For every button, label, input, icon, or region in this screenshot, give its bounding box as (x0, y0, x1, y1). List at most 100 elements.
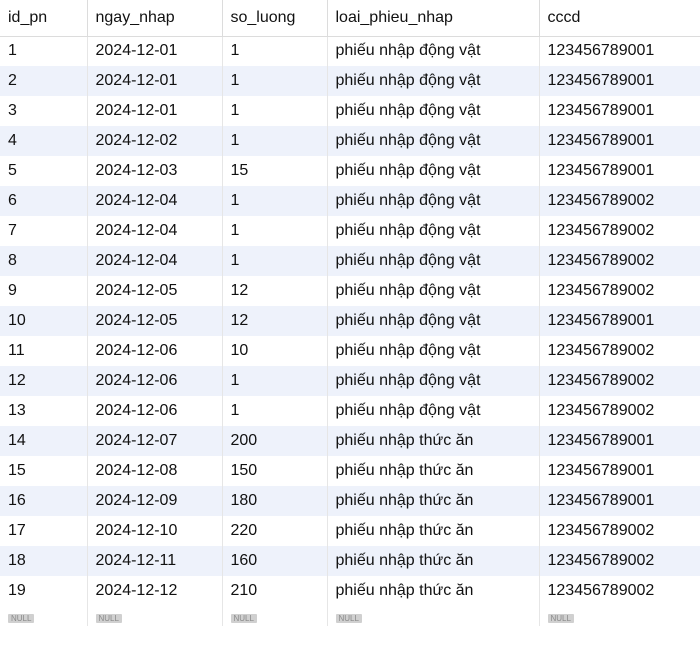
cell-loai-phieu-nhap[interactable]: phiếu nhập động vật (327, 126, 540, 156)
table-row[interactable]: 17 2024-12-10 220 phiếu nhập thức ăn 1234567… (0, 516, 700, 546)
cell-ngay-nhap[interactable]: 2024-12-07 (87, 426, 223, 456)
cell-loai-phieu-nhap[interactable]: phiếu nhập động vật (327, 366, 540, 396)
table-row[interactable]: 9 2024-12-05 12 phiếu nhập động vật 12345678… (0, 276, 700, 306)
cell-cccd[interactable]: 123456789002 (539, 516, 700, 546)
cell-loai-phieu-nhap[interactable]: phiếu nhập động vật (327, 66, 540, 96)
cell-so-luong[interactable]: 150 (222, 456, 328, 486)
cell-so-luong[interactable]: 1 (222, 366, 328, 396)
cell-id-pn[interactable]: 14 (0, 426, 88, 456)
cell-so-luong[interactable]: 1 (222, 96, 328, 126)
column-header-cccd[interactable]: cccd (539, 0, 700, 37)
table-row[interactable]: 10 2024-12-05 12 phiếu nhập động vật 1234567… (0, 306, 700, 336)
table-row[interactable]: 16 2024-12-09 180 phiếu nhập thức ăn 1234567… (0, 486, 700, 516)
cell-loai-phieu-nhap[interactable]: phiếu nhập động vật (327, 216, 540, 246)
cell-loai-phieu-nhap[interactable]: phiếu nhập động vật (327, 306, 540, 336)
cell-id-pn[interactable]: 10 (0, 306, 88, 336)
cell-loai-phieu-nhap[interactable]: phiếu nhập động vật (327, 396, 540, 426)
cell-cccd[interactable]: 123456789001 (539, 426, 700, 456)
cell-so-luong[interactable]: 1 (222, 66, 328, 96)
cell-ngay-nhap[interactable]: 2024-12-01 (87, 36, 223, 66)
cell-id-pn[interactable]: 11 (0, 336, 88, 366)
cell-id-pn[interactable]: 12 (0, 366, 88, 396)
table-row[interactable]: 2 2024-12-01 1 phiếu nhập động vật 123456789… (0, 66, 700, 96)
cell-cccd[interactable]: 123456789001 (539, 96, 700, 126)
cell-so-luong[interactable]: 1 (222, 36, 328, 66)
cell-id-pn[interactable]: 13 (0, 396, 88, 426)
cell-cccd[interactable]: 123456789002 (539, 216, 700, 246)
cell-cccd[interactable]: 123456789001 (539, 36, 700, 66)
cell-id-pn[interactable]: 9 (0, 276, 88, 306)
cell-id-pn[interactable]: 6 (0, 186, 88, 216)
cell-loai-phieu-nhap[interactable]: phiếu nhập động vật (327, 336, 540, 366)
cell-cccd[interactable]: 123456789002 (539, 366, 700, 396)
cell-so-luong[interactable]: 15 (222, 156, 328, 186)
cell-cccd[interactable]: 123456789001 (539, 456, 700, 486)
cell-id-pn[interactable]: 18 (0, 546, 88, 576)
table-row[interactable]: 4 2024-12-02 1 phiếu nhập động vật 123456789… (0, 126, 700, 156)
cell-ngay-nhap[interactable]: 2024-12-03 (87, 156, 223, 186)
cell-id-pn[interactable]: 16 (0, 486, 88, 516)
cell-cccd[interactable]: 123456789002 (539, 276, 700, 306)
cell-so-luong[interactable]: 180 (222, 486, 328, 516)
cell-cccd[interactable]: 123456789001 (539, 486, 700, 516)
cell-so-luong[interactable]: 160 (222, 546, 328, 576)
cell-so-luong[interactable]: 1 (222, 246, 328, 276)
cell-so-luong[interactable]: 1 (222, 396, 328, 426)
cell-cccd[interactable]: 123456789001 (539, 126, 700, 156)
null-cell[interactable]: NULL (539, 606, 700, 626)
cell-cccd[interactable]: 123456789002 (539, 246, 700, 276)
table-row[interactable]: 5 2024-12-03 15 phiếu nhập động vật 12345678… (0, 156, 700, 186)
cell-loai-phieu-nhap[interactable]: phiếu nhập thức ăn (327, 486, 540, 516)
cell-loai-phieu-nhap[interactable]: phiếu nhập động vật (327, 276, 540, 306)
null-cell[interactable]: NULL (0, 606, 88, 626)
cell-cccd[interactable]: 123456789002 (539, 186, 700, 216)
table-row[interactable]: 7 2024-12-04 1 phiếu nhập động vật 123456789… (0, 216, 700, 246)
cell-ngay-nhap[interactable]: 2024-12-01 (87, 96, 223, 126)
cell-id-pn[interactable]: 17 (0, 516, 88, 546)
column-header-so-luong[interactable]: so_luong (222, 0, 328, 37)
cell-id-pn[interactable]: 15 (0, 456, 88, 486)
cell-ngay-nhap[interactable]: 2024-12-12 (87, 576, 223, 606)
cell-so-luong[interactable]: 1 (222, 126, 328, 156)
table-row[interactable]: 8 2024-12-04 1 phiếu nhập động vật 123456789… (0, 246, 700, 276)
cell-so-luong[interactable]: 220 (222, 516, 328, 546)
cell-id-pn[interactable]: 4 (0, 126, 88, 156)
cell-cccd[interactable]: 123456789001 (539, 156, 700, 186)
cell-ngay-nhap[interactable]: 2024-12-02 (87, 126, 223, 156)
cell-id-pn[interactable]: 5 (0, 156, 88, 186)
table-row[interactable]: 11 2024-12-06 10 phiếu nhập động vật 1234567… (0, 336, 700, 366)
cell-cccd[interactable]: 123456789002 (539, 396, 700, 426)
cell-so-luong[interactable]: 10 (222, 336, 328, 366)
cell-cccd[interactable]: 123456789001 (539, 66, 700, 96)
cell-so-luong[interactable]: 200 (222, 426, 328, 456)
null-cell[interactable]: NULL (327, 606, 540, 626)
cell-id-pn[interactable]: 19 (0, 576, 88, 606)
cell-loai-phieu-nhap[interactable]: phiếu nhập thức ăn (327, 426, 540, 456)
cell-ngay-nhap[interactable]: 2024-12-04 (87, 246, 223, 276)
cell-cccd[interactable]: 123456789002 (539, 336, 700, 366)
column-header-ngay-nhap[interactable]: ngay_nhap (87, 0, 223, 37)
column-header-loai-phieu-nhap[interactable]: loai_phieu_nhap (327, 0, 540, 37)
cell-ngay-nhap[interactable]: 2024-12-05 (87, 276, 223, 306)
cell-ngay-nhap[interactable]: 2024-12-06 (87, 366, 223, 396)
cell-id-pn[interactable]: 7 (0, 216, 88, 246)
cell-so-luong[interactable]: 12 (222, 306, 328, 336)
cell-ngay-nhap[interactable]: 2024-12-10 (87, 516, 223, 546)
cell-id-pn[interactable]: 3 (0, 96, 88, 126)
cell-cccd[interactable]: 123456789002 (539, 576, 700, 606)
cell-loai-phieu-nhap[interactable]: phiếu nhập thức ăn (327, 576, 540, 606)
null-cell[interactable]: NULL (222, 606, 328, 626)
table-row[interactable]: 13 2024-12-06 1 phiếu nhập động vật 12345678… (0, 396, 700, 426)
cell-cccd[interactable]: 123456789001 (539, 306, 700, 336)
cell-ngay-nhap[interactable]: 2024-12-08 (87, 456, 223, 486)
cell-ngay-nhap[interactable]: 2024-12-05 (87, 306, 223, 336)
cell-loai-phieu-nhap[interactable]: phiếu nhập động vật (327, 36, 540, 66)
null-cell[interactable]: NULL (87, 606, 223, 626)
table-row[interactable]: 12 2024-12-06 1 phiếu nhập động vật 12345678… (0, 366, 700, 396)
cell-ngay-nhap[interactable]: 2024-12-01 (87, 66, 223, 96)
cell-loai-phieu-nhap[interactable]: phiếu nhập động vật (327, 246, 540, 276)
cell-so-luong[interactable]: 1 (222, 186, 328, 216)
cell-id-pn[interactable]: 2 (0, 66, 88, 96)
cell-cccd[interactable]: 123456789002 (539, 546, 700, 576)
